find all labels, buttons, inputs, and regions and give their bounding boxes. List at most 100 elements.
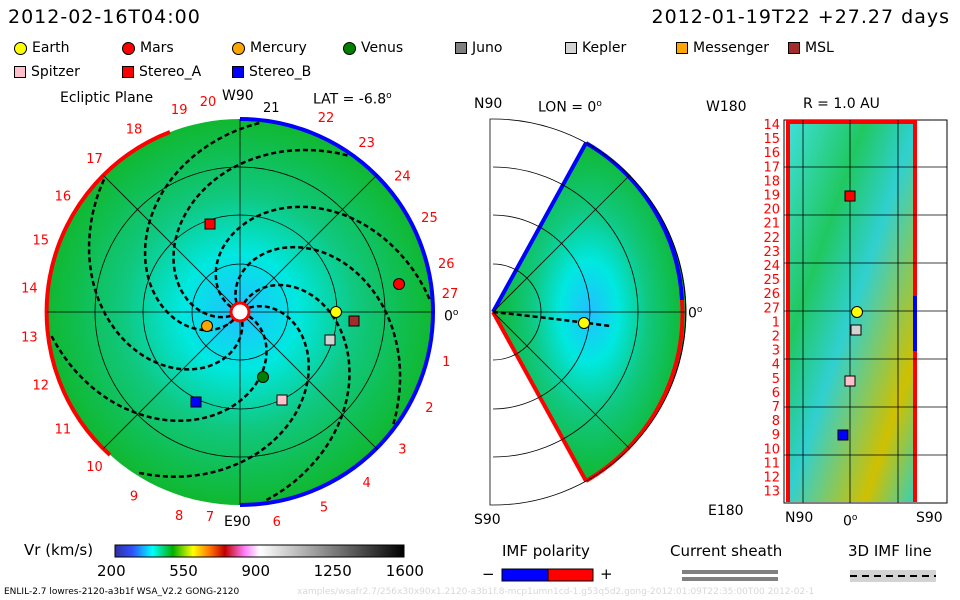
- imf-polarity-label: IMF polarity: [502, 542, 590, 560]
- rim-number: 19: [171, 103, 188, 118]
- imf-spiral: [172, 148, 348, 319]
- legend-label: Juno: [472, 40, 503, 56]
- radial-y-label: 27: [763, 301, 780, 316]
- spitzer-marker: [276, 394, 288, 406]
- square-marker-icon: [565, 42, 577, 54]
- radial-y-label: 7: [772, 400, 780, 415]
- rim-number: 17: [86, 152, 103, 167]
- legend-item: Spitzer: [14, 64, 80, 80]
- rim-number: 25: [421, 211, 438, 226]
- imf-plus: +: [600, 565, 613, 583]
- rim-number: 1: [442, 355, 450, 370]
- radial-y-label: 17: [763, 160, 780, 175]
- ecliptic-title: Ecliptic Plane: [60, 90, 154, 106]
- rim-number: 2: [425, 401, 433, 416]
- rim-number: 26: [438, 257, 455, 272]
- legend-item: Mars: [122, 40, 174, 56]
- legend-label: Earth: [32, 40, 70, 56]
- square-marker-icon: [122, 66, 134, 78]
- meridional-bottom-label: S90: [474, 512, 501, 528]
- radial-y-label: 18: [763, 174, 780, 189]
- legend-label: Messenger: [693, 40, 770, 56]
- radial-x-0: 0o: [843, 510, 857, 530]
- radial-y-label: 22: [763, 231, 780, 246]
- square-marker-icon: [14, 66, 26, 78]
- rim-number: 22: [318, 111, 335, 126]
- footer-path: xamples/wsafr2.7/256x30x90x1.2120-a3b1f.…: [297, 587, 815, 597]
- rim-number: 6: [273, 515, 281, 530]
- lon-value: LON = 0: [538, 99, 597, 116]
- rim-number: 13: [21, 331, 38, 346]
- rim-polarity-negative: [44, 130, 171, 457]
- msl-marker: [348, 315, 360, 327]
- rim-number: 14: [21, 281, 38, 296]
- legend-item: Venus: [343, 40, 403, 56]
- legend-item: Stereo_B: [232, 64, 311, 80]
- run-time: 2012-01-19T22 +27.27 days: [651, 6, 950, 28]
- radial-bottom-left: E180: [708, 503, 744, 519]
- meridional-right-label: 0o: [688, 302, 702, 322]
- legend-item: Mercury: [232, 40, 307, 56]
- radial-y-label: 8: [772, 414, 780, 429]
- deg-sup: o: [386, 91, 392, 101]
- legend-item: MSL: [788, 40, 834, 56]
- rim-number: 7: [206, 510, 214, 525]
- ecliptic-top-label: W90: [222, 88, 254, 104]
- sun: [229, 301, 251, 323]
- radial-y-label: 14: [763, 118, 780, 133]
- imf-spiral: [243, 283, 351, 502]
- rim-number: 9: [130, 490, 138, 505]
- radial-y-label: 5: [772, 372, 780, 387]
- rim-number: 11: [55, 422, 72, 437]
- deg-sup: o: [696, 305, 703, 315]
- imf-polarity-negative-swatch: [501, 568, 549, 582]
- imf-line-label: 3D IMF line: [848, 542, 932, 560]
- rim-number: 8: [175, 509, 183, 524]
- square-marker-icon: [455, 42, 467, 54]
- stereo-a-marker: [204, 218, 216, 230]
- earth-marker: [330, 306, 342, 318]
- rim-number: 15: [33, 233, 50, 248]
- radial-y-label: 10: [763, 442, 780, 457]
- venus-marker: [257, 371, 269, 383]
- legend-label: Spitzer: [31, 64, 80, 80]
- ecliptic-panel: 1234567891011121314151617181920222324252…: [21, 95, 458, 530]
- kepler-marker: [324, 334, 336, 346]
- current-sheath-label: Current sheath: [670, 542, 783, 560]
- imf-spiral: [214, 205, 431, 309]
- legend-label: Stereo_A: [139, 64, 202, 80]
- rim-number: 20: [200, 95, 217, 110]
- mercury-marker: [201, 320, 213, 332]
- radial-y-label: 4: [772, 358, 780, 373]
- lat-value: LAT = -6.8: [313, 91, 387, 108]
- imf-spiral: [87, 178, 244, 371]
- radial-y-label: 24: [763, 259, 780, 274]
- imf-spiral: [234, 245, 402, 425]
- legend-label: Stereo_B: [249, 64, 312, 80]
- imf-polarity-positive-swatch: [547, 568, 594, 582]
- rim-number: 10: [86, 460, 103, 475]
- zero: 0: [444, 308, 453, 325]
- colorbar-label: Vr (km/s): [24, 541, 94, 559]
- radial-panel: 1415161718192021222324252627123456789101…: [763, 118, 948, 504]
- zero: 0: [688, 305, 697, 322]
- radial-y-label: 6: [772, 386, 780, 401]
- lon-label: LON = 0o: [538, 96, 602, 116]
- radial-y-label: 12: [763, 471, 780, 486]
- rim-number: 24: [394, 170, 411, 185]
- radial-y-label: 21: [763, 217, 780, 232]
- planet-markers: [190, 218, 405, 408]
- legend-label: Mercury: [250, 40, 307, 56]
- ecliptic-right-label: 0o: [444, 305, 458, 325]
- legend-label: Venus: [361, 40, 404, 56]
- zero: 0: [843, 513, 852, 530]
- rim-number: 27: [442, 287, 459, 302]
- legend-item: Stereo_A: [122, 64, 201, 80]
- circle-marker-icon: [343, 41, 356, 55]
- rim-number: 18: [126, 122, 143, 137]
- radial-y-label: 23: [763, 245, 780, 260]
- meridional-panel: [489, 118, 687, 506]
- rim-number: 12: [33, 379, 50, 394]
- radial-y-label: 1: [772, 315, 780, 330]
